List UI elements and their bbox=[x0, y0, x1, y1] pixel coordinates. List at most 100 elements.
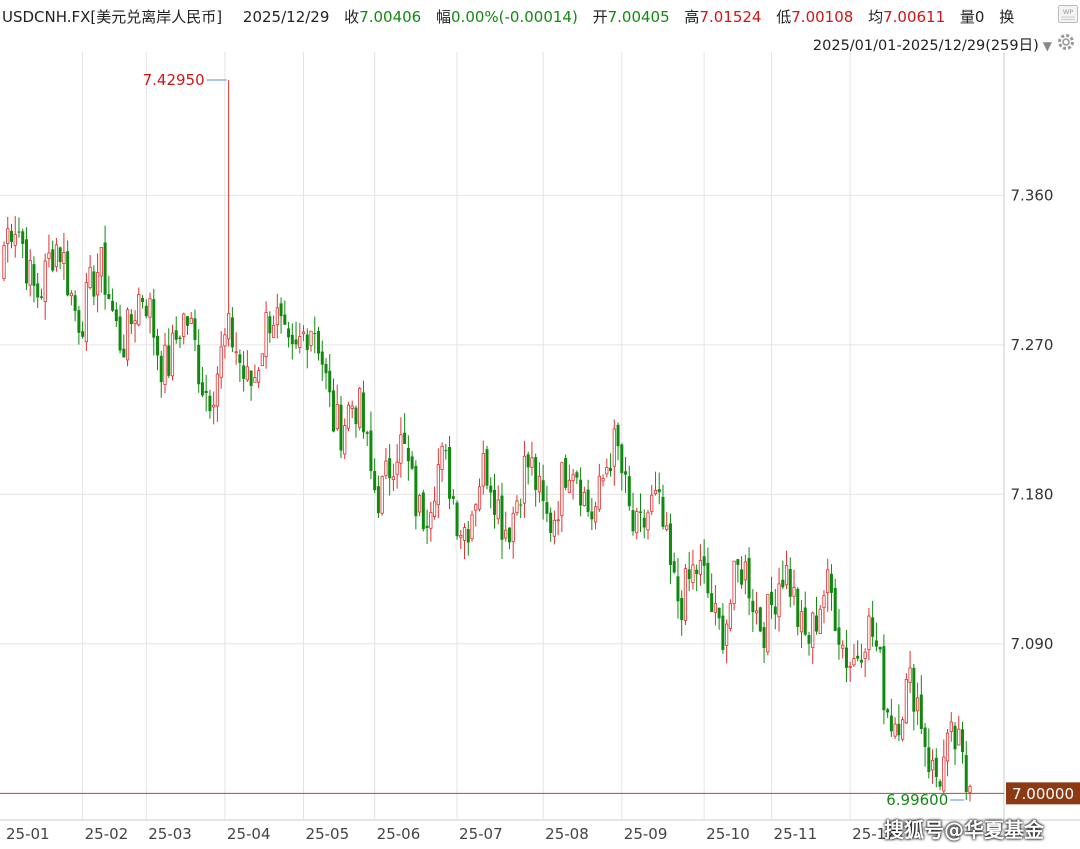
candle-body-up bbox=[54, 244, 59, 268]
change-value: 0.00%(-0.00014) bbox=[451, 8, 578, 26]
settings-icon[interactable] bbox=[1056, 32, 1076, 52]
wp-icon[interactable]: WP bbox=[1058, 5, 1078, 23]
candle-body-down bbox=[534, 457, 538, 490]
candle-body-down bbox=[129, 314, 133, 325]
min-price-label: 6.99600 bbox=[886, 791, 948, 809]
candle-body-up bbox=[436, 464, 440, 506]
avg-value: 7.00611 bbox=[883, 8, 946, 26]
grid-lines bbox=[0, 52, 1080, 821]
candle-body-down bbox=[833, 588, 837, 631]
candle-body-down bbox=[354, 407, 358, 425]
candle-body-down bbox=[874, 640, 878, 647]
candle-body-down bbox=[676, 576, 680, 602]
candle-body-down bbox=[156, 335, 160, 356]
candle-body-up bbox=[691, 564, 695, 584]
quote-header: USDCNH.FX[美元兑离岸人民币] 2025/12/29 收7.00406 … bbox=[0, 0, 1080, 32]
candle-body-down bbox=[421, 492, 425, 530]
candle-body-down bbox=[579, 479, 583, 506]
candle-body-down bbox=[803, 607, 807, 635]
candle-body-up bbox=[298, 336, 302, 348]
turnover-label: 换 bbox=[999, 8, 1015, 26]
candle-body-down bbox=[549, 512, 553, 533]
candle-body-up bbox=[646, 512, 650, 531]
x-tick-label: 25-04 bbox=[227, 825, 271, 843]
candle-body-down bbox=[680, 598, 684, 621]
candle-body-down bbox=[736, 559, 740, 565]
candle-body-up bbox=[635, 511, 639, 534]
candle-body-down bbox=[721, 615, 725, 650]
candle-body-down bbox=[24, 239, 28, 284]
candle-body-up bbox=[908, 667, 912, 683]
close-value: 7.00406 bbox=[359, 8, 422, 26]
candle-body-up bbox=[69, 292, 73, 297]
current-price-tag bbox=[1006, 782, 1080, 805]
candle-body-up bbox=[556, 519, 560, 522]
candle-body-up bbox=[530, 457, 534, 468]
candle-body-down bbox=[575, 472, 579, 478]
low-value: 7.00108 bbox=[791, 8, 854, 26]
high-label: 高 bbox=[684, 8, 700, 26]
candle-body-up bbox=[792, 587, 796, 597]
candle-body-down bbox=[889, 715, 893, 732]
candle-body-down bbox=[414, 465, 418, 517]
candle-body-up bbox=[13, 234, 17, 246]
candle-body-down bbox=[878, 646, 882, 650]
candle-body-down bbox=[706, 562, 710, 594]
candle-body-up bbox=[223, 334, 227, 347]
x-tick-label: 25-12 bbox=[852, 825, 896, 843]
candle-body-up bbox=[848, 666, 852, 668]
candle-body-down bbox=[339, 404, 343, 451]
candle-body-up bbox=[496, 499, 500, 520]
x-tick-label: 25-10 bbox=[706, 825, 750, 843]
quote-date: 2025/12/29 bbox=[242, 8, 330, 26]
candle-body-down bbox=[144, 305, 148, 317]
candle-body-down bbox=[657, 489, 661, 493]
volume-label: 量 bbox=[959, 8, 975, 26]
candle-body-down bbox=[912, 667, 916, 712]
quote-summary: USDCNH.FX[美元兑离岸人民币] 2025/12/29 收7.00406 … bbox=[2, 6, 1014, 27]
candle-body-up bbox=[99, 247, 103, 277]
candle-body-down bbox=[953, 725, 957, 750]
date-range-selector[interactable]: 2025/01/01-2025/12/29(259日) ▼ bbox=[813, 34, 1052, 55]
candle-body-up bbox=[784, 564, 789, 586]
candle-body-up bbox=[930, 759, 935, 771]
candle-body-down bbox=[167, 345, 171, 376]
candle-body-down bbox=[919, 694, 923, 730]
candle-body-up bbox=[391, 476, 395, 481]
candle-body-down bbox=[859, 659, 863, 663]
symbol-label[interactable]: USDCNH.FX[美元兑离岸人民币] bbox=[2, 8, 223, 26]
candle-body-down bbox=[287, 328, 291, 338]
candle-body-down bbox=[627, 476, 631, 507]
candle-body-down bbox=[609, 467, 613, 472]
candle-body-down bbox=[616, 424, 620, 447]
candle-body-up bbox=[766, 594, 770, 653]
candle-body-down bbox=[174, 330, 178, 340]
candle-body-up bbox=[683, 568, 688, 621]
y-tick-label: 7.090 bbox=[1011, 635, 1054, 653]
candle-body-up bbox=[212, 404, 216, 408]
candle-body-up bbox=[893, 723, 897, 737]
candle-body-down bbox=[159, 355, 163, 383]
candle-body-down bbox=[365, 432, 369, 434]
candle-body-up bbox=[62, 252, 66, 264]
candle-body-down bbox=[204, 390, 208, 394]
candle-body-up bbox=[826, 569, 830, 594]
candle-body-up bbox=[380, 476, 384, 514]
candle-body-down bbox=[661, 496, 665, 527]
candle-body-up bbox=[163, 344, 167, 385]
candle-body-down bbox=[73, 295, 77, 311]
x-tick-label: 25-05 bbox=[306, 825, 350, 843]
candle-body-down bbox=[294, 339, 298, 345]
candle-body-down bbox=[668, 523, 672, 565]
candle-body-down bbox=[361, 392, 365, 433]
candle-body-down bbox=[687, 569, 691, 580]
candle-body-up bbox=[567, 479, 571, 494]
candle-body-up bbox=[811, 612, 815, 649]
candles bbox=[2, 80, 972, 802]
candle-body-up bbox=[477, 486, 482, 510]
change-label: 幅 bbox=[436, 8, 452, 26]
x-tick-label: 25-11 bbox=[774, 825, 818, 843]
chevron-down-icon[interactable]: ▼ bbox=[1042, 39, 1052, 53]
candle-body-down bbox=[51, 249, 55, 271]
